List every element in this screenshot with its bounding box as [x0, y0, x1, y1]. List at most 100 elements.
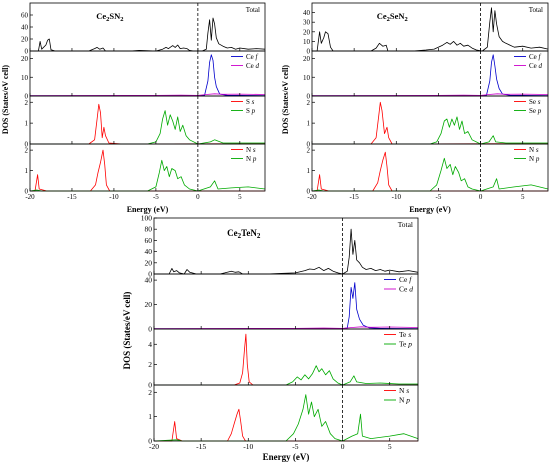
y-tick-label: 1: [148, 412, 152, 421]
y-tick-label: 0: [25, 93, 29, 101]
panel-frame: [29, 50, 266, 97]
y-tick-label: 60: [145, 236, 153, 245]
y-tick-label: 2: [148, 388, 152, 397]
series-line-n-s: [30, 149, 265, 192]
panel-frame: [311, 143, 549, 192]
dos-panel-1: 0 10 20 Ce fCe d: [303, 50, 549, 101]
legend-label: Se p: [529, 107, 542, 115]
legend-label: Ce f: [246, 53, 259, 61]
x-tick-label: -5: [153, 193, 159, 201]
legend-label: N s: [246, 146, 256, 154]
legend-label: Te s: [399, 330, 411, 339]
series-line-te-p: [154, 365, 418, 386]
series-line-total: [30, 17, 266, 52]
series-line-ce-f: [30, 54, 266, 97]
y-tick-label: 2: [148, 360, 152, 369]
panel-corner-label: Total: [246, 6, 260, 14]
dos-panel-0: 0 20 40 60 80 100 Total: [141, 214, 419, 279]
y-tick-label: 0: [25, 188, 29, 196]
y-tick-label: 2: [307, 147, 311, 155]
x-tick-label: -5: [292, 442, 298, 451]
panel-frame: [153, 273, 419, 330]
x-tick-label: -15: [67, 193, 77, 201]
x-tick-label: -5: [436, 193, 442, 201]
y-tick-label: 1: [25, 167, 29, 175]
series-line-ce-f: [312, 54, 549, 97]
y-tick-label: 0: [148, 381, 152, 390]
panel-corner-label: Total: [529, 6, 543, 14]
legend-label: N p: [529, 155, 540, 163]
y-tick-label: 0: [25, 141, 29, 149]
y-tick-label: 2: [25, 147, 29, 155]
legend-label: Ce d: [399, 285, 413, 294]
panel-frame: [153, 384, 419, 442]
series-line-total: [312, 7, 549, 52]
y-tick-label: 20: [145, 258, 153, 267]
legend-label: Ce d: [529, 62, 543, 70]
x-tick-label: 0: [196, 193, 200, 201]
y-tick-label: 40: [21, 24, 29, 32]
panel-frame: [153, 217, 419, 275]
series-line-s-p: [30, 110, 265, 145]
y-tick-label: 1: [307, 167, 311, 175]
legend-label: Te p: [399, 340, 412, 349]
legend-label: N p: [399, 396, 410, 405]
x-tick-label: 5: [388, 442, 392, 451]
y-tick-label: 0: [148, 325, 152, 334]
chart-title: Ce2SN2: [96, 11, 123, 23]
y-tick-label: 0: [148, 270, 152, 279]
y-tick-label: 40: [145, 276, 153, 285]
series-line-total: [154, 228, 419, 275]
legend-label: N s: [529, 146, 539, 154]
dos-panel-2: 0 1 2 S sS p: [25, 95, 266, 149]
y-tick-label: 10: [303, 38, 311, 46]
y-tick-label: 10: [303, 74, 311, 82]
series-line-ce-d: [311, 93, 549, 96]
series-line-n-p: [153, 394, 419, 442]
x-tick-label: -15: [349, 193, 359, 201]
y-tick-label: 2: [25, 99, 29, 107]
legend-label: S s: [246, 98, 255, 106]
y-tick-label: 1: [25, 120, 29, 128]
y-tick-label: 40: [303, 9, 311, 17]
series-line-ce-f: [154, 282, 419, 330]
x-tick-label: -10: [392, 193, 402, 201]
panel-frame: [29, 95, 266, 145]
y-tick-label: 100: [141, 214, 153, 223]
legend-label: N p: [246, 155, 257, 163]
dos-panel-3: 0 1 2 -20 -15 -10 -5 0 5 N sN p: [148, 384, 419, 451]
chart-title: Ce2SeN2: [377, 11, 408, 23]
dos-panel-3: 0 1 2 -20 -15 -10 -5 0 5 N sN p: [307, 143, 549, 201]
x-axis-label: Energy (eV): [409, 205, 451, 214]
y-tick-label: 0: [307, 141, 311, 149]
series-line-te-s: [154, 333, 419, 386]
legend-label: Ce f: [399, 275, 412, 284]
x-tick-label: -20: [149, 442, 159, 451]
x-tick-label: -20: [25, 193, 35, 201]
y-tick-label: 80: [145, 225, 153, 234]
chart-title: Ce2TeN2: [227, 228, 261, 240]
y-tick-label: 10: [21, 74, 29, 82]
x-axis-label: Energy (eV): [263, 452, 310, 462]
panel-frame: [311, 2, 549, 52]
series-line-se-p: [312, 116, 548, 145]
x-tick-label: -20: [307, 193, 317, 201]
x-tick-label: -15: [196, 442, 206, 451]
series-line-n-p: [311, 157, 549, 192]
dos-panel-3: 0 1 2 -20 -15 -10 -5 0 5 N sN p: [25, 143, 266, 201]
y-tick-label: 4: [148, 340, 152, 349]
dos-panel-0: 0 20 40 60 Total: [21, 2, 266, 56]
y-tick-label: 0: [148, 437, 152, 446]
legend-label: Se s: [529, 98, 541, 106]
y-tick-label: 1: [307, 120, 311, 128]
series-line-n-s: [154, 408, 418, 442]
panel-corner-label: Total: [398, 220, 413, 229]
panel-frame: [311, 95, 549, 145]
series-line-n-s: [312, 151, 548, 192]
x-tick-label: 0: [341, 442, 345, 451]
